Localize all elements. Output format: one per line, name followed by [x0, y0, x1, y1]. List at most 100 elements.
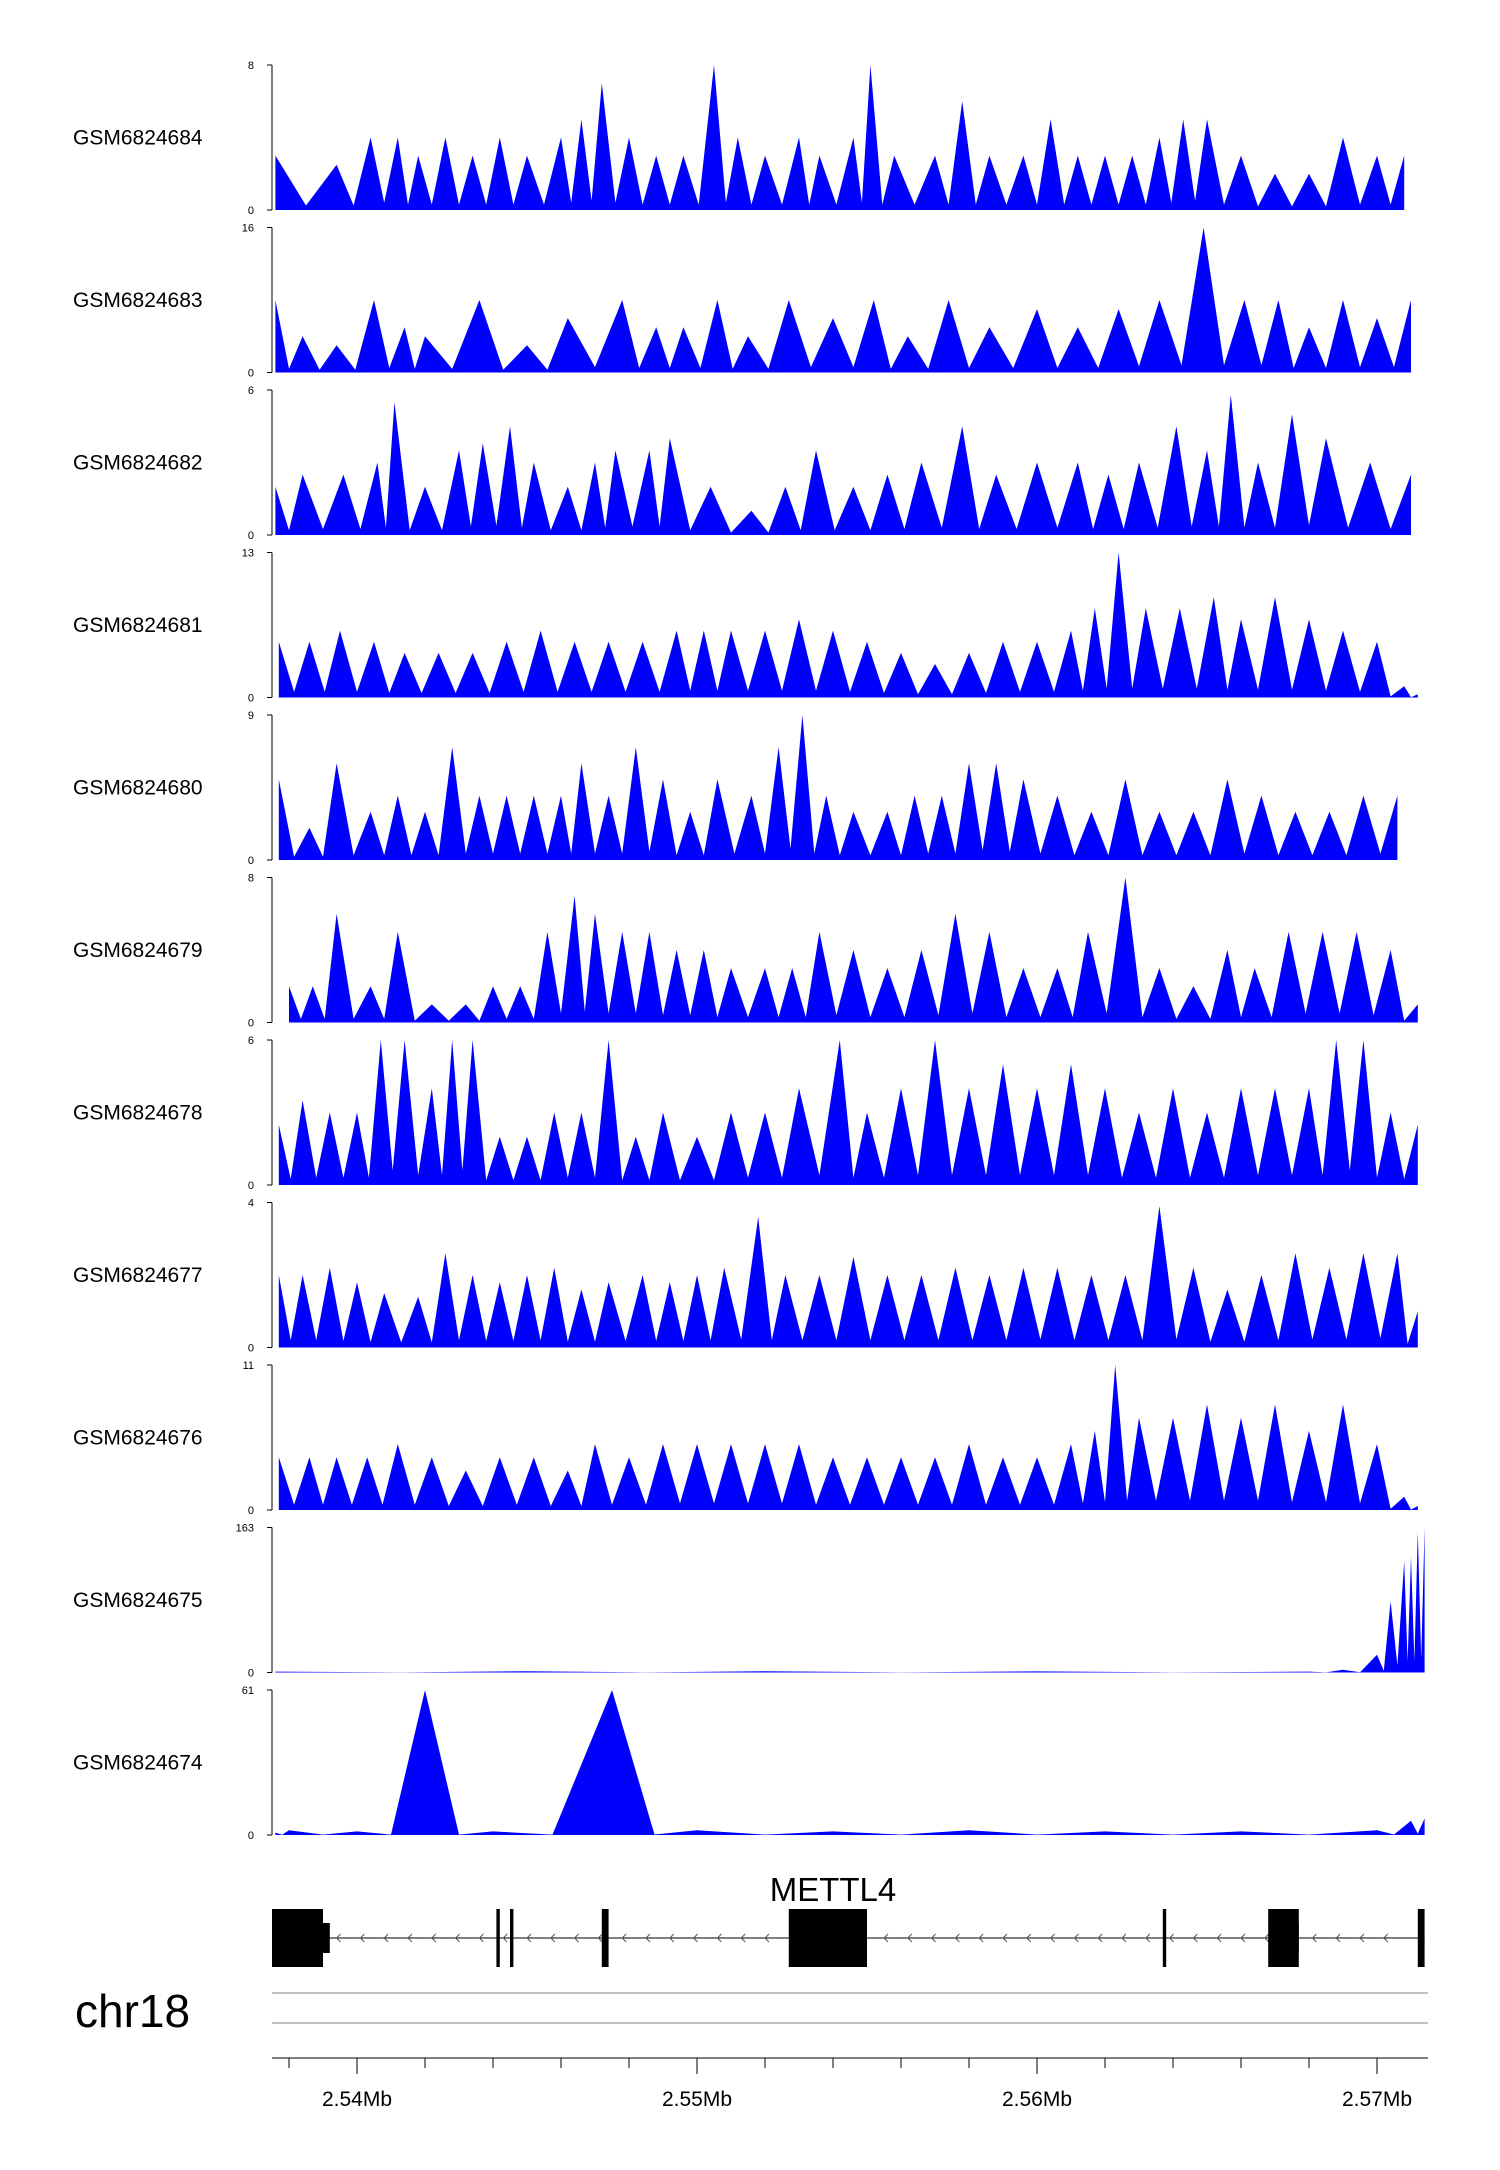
strand-arrow — [1335, 1933, 1341, 1943]
strand-arrow — [1145, 1933, 1151, 1943]
gene-exon — [496, 1909, 500, 1967]
track-label: GSM6824679 — [73, 939, 203, 962]
track-GSM6824681: GSM6824681 13 0 — [73, 548, 1418, 705]
strand-arrow — [478, 1933, 484, 1943]
track-label: GSM6824684 — [73, 127, 203, 150]
coverage-tracks: GSM682468480GSM6824683160GSM682468260GSM… — [73, 60, 1425, 1842]
track-label: GSM6824680 — [73, 777, 203, 800]
gene-utr — [323, 1923, 330, 1953]
strand-arrow — [645, 1933, 651, 1943]
strand-arrow — [1192, 1933, 1198, 1943]
strand-arrow — [1097, 1933, 1103, 1943]
strand-arrow — [454, 1933, 460, 1943]
y-axis-max-label: 9 — [248, 710, 254, 722]
y-axis-max-label: 13 — [242, 548, 254, 560]
strand-arrow — [1002, 1933, 1008, 1943]
y-axis-max-label: 16 — [242, 223, 254, 235]
strand-arrow — [407, 1933, 413, 1943]
strand-arrow — [1216, 1933, 1222, 1943]
y-axis-max-label: 61 — [242, 1685, 254, 1697]
strand-arrow — [764, 1933, 770, 1943]
x-axis-tick-label: 2.54Mb — [322, 2088, 392, 2111]
gene-exon — [272, 1909, 323, 1967]
track-label: GSM6824681 — [73, 614, 203, 637]
strand-arrow — [1121, 1933, 1127, 1943]
coverage-area — [278, 1206, 1418, 1348]
coverage-area — [278, 1365, 1418, 1510]
coverage-area — [278, 715, 1398, 860]
strand-arrow — [1359, 1933, 1365, 1943]
strand-arrow — [669, 1933, 675, 1943]
track-GSM6824682: GSM6824682 6 0 — [73, 385, 1411, 542]
coverage-area — [289, 877, 1418, 1023]
y-axis-min-label: 0 — [248, 855, 254, 867]
gene-utr — [1281, 1923, 1299, 1953]
y-axis-min-label: 0 — [248, 1505, 254, 1517]
strand-arrow — [502, 1933, 508, 1943]
strand-arrow — [335, 1933, 341, 1943]
track-GSM6824680: GSM6824680 9 0 — [73, 710, 1398, 867]
coverage-area — [275, 227, 1411, 373]
strand-arrow — [1049, 1933, 1055, 1943]
strand-arrow — [692, 1933, 698, 1943]
coverage-area — [275, 1527, 1425, 1673]
strand-arrow — [1264, 1933, 1270, 1943]
y-axis-max-label: 6 — [248, 1035, 254, 1047]
strand-arrow — [431, 1933, 437, 1943]
strand-arrow — [740, 1933, 746, 1943]
x-axis-tick-label: 2.55Mb — [662, 2088, 732, 2111]
track-GSM6824684: GSM6824684 8 0 — [73, 60, 1405, 217]
y-axis-min-label: 0 — [248, 1830, 254, 1842]
y-axis-max-label: 4 — [248, 1198, 254, 1210]
x-axis-tick-label: 2.57Mb — [1342, 2088, 1412, 2111]
track-GSM6824678: GSM6824678 6 0 — [73, 1035, 1418, 1192]
strand-arrow — [1168, 1933, 1174, 1943]
y-axis-max-label: 8 — [248, 873, 254, 885]
track-label: GSM6824682 — [73, 452, 203, 475]
strand-arrow — [907, 1933, 913, 1943]
track-label: GSM6824683 — [73, 289, 203, 312]
x-axis-tick-label: 2.56Mb — [1002, 2088, 1072, 2111]
strand-arrow — [1311, 1933, 1317, 1943]
strand-arrow — [1240, 1933, 1246, 1943]
track-label: GSM6824674 — [73, 1752, 203, 1775]
strand-arrow — [573, 1933, 579, 1943]
strand-arrow — [954, 1933, 960, 1943]
track-GSM6824675: GSM6824675 163 0 — [73, 1523, 1425, 1680]
y-axis-max-label: 11 — [243, 1360, 254, 1372]
strand-arrow — [550, 1933, 556, 1943]
coverage-area — [275, 1690, 1425, 1835]
gene-utr — [836, 1923, 867, 1953]
strand-arrow — [621, 1933, 627, 1943]
strand-arrow — [359, 1933, 365, 1943]
y-axis-min-label: 0 — [248, 693, 254, 705]
y-axis-max-label: 163 — [236, 1523, 254, 1535]
strand-arrow — [1026, 1933, 1032, 1943]
track-GSM6824674: GSM6824674 61 0 — [73, 1685, 1425, 1842]
strand-arrow — [597, 1933, 603, 1943]
y-axis-max-label: 8 — [248, 60, 254, 72]
track-label: GSM6824678 — [73, 1102, 203, 1125]
track-label: GSM6824675 — [73, 1589, 203, 1612]
gene-exon — [1162, 1909, 1167, 1967]
y-axis-min-label: 0 — [248, 530, 254, 542]
y-axis-min-label: 0 — [248, 1668, 254, 1680]
chromosome-label: chr18 — [75, 1985, 190, 2037]
genome-axis-track: chr18 2.54Mb 2.55Mb 2.56Mb 2.57Mb — [75, 1985, 1428, 2111]
strand-arrow — [883, 1933, 889, 1943]
y-axis-min-label: 0 — [248, 205, 254, 217]
track-GSM6824683: GSM6824683 16 0 — [73, 223, 1411, 380]
strand-arrow — [1073, 1933, 1079, 1943]
gene-label-mettl4: METTL4 — [770, 1871, 897, 1908]
y-axis-min-label: 0 — [248, 1343, 254, 1355]
track-GSM6824676: GSM6824676 11 0 — [73, 1360, 1418, 1517]
track-GSM6824679: GSM6824679 8 0 — [73, 873, 1418, 1030]
strand-arrow — [1383, 1933, 1389, 1943]
y-axis-max-label: 6 — [248, 385, 254, 397]
strand-arrow — [716, 1933, 722, 1943]
strand-arrow — [526, 1933, 532, 1943]
coverage-area — [275, 65, 1405, 210]
gene-exon — [510, 1909, 514, 1967]
coverage-area — [275, 394, 1411, 535]
